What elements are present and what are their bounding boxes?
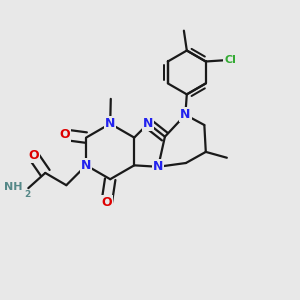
Text: O: O	[101, 196, 112, 209]
Text: NH: NH	[4, 182, 22, 192]
Text: O: O	[28, 149, 39, 163]
Text: Cl: Cl	[224, 55, 236, 65]
Text: N: N	[143, 117, 153, 130]
Text: N: N	[153, 160, 164, 173]
Text: O: O	[59, 128, 70, 141]
Text: N: N	[105, 117, 116, 130]
Text: 2: 2	[24, 190, 30, 199]
Text: N: N	[81, 159, 92, 172]
Text: N: N	[180, 108, 190, 121]
